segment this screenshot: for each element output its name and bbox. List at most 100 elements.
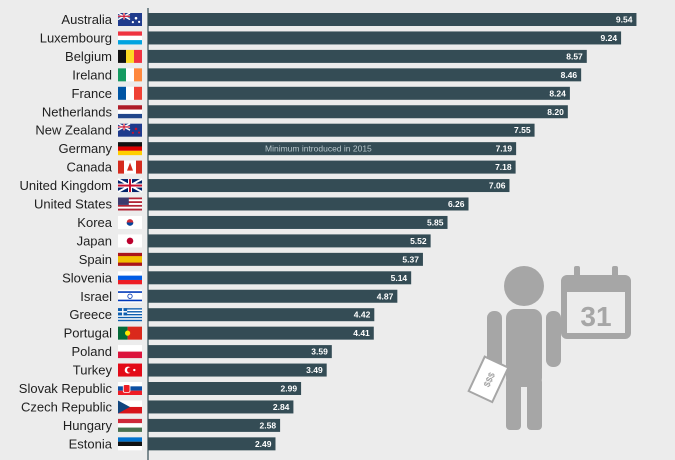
- data-label: 5.52: [410, 236, 427, 246]
- bar: [148, 160, 516, 174]
- category-label: United Kingdom: [20, 178, 113, 193]
- bar-annotation: Minimum introduced in 2015: [265, 144, 372, 154]
- bar: [148, 105, 568, 119]
- data-label: 7.19: [496, 144, 513, 154]
- chart-row: Belgium 8.57: [65, 49, 587, 64]
- bar: [148, 49, 587, 63]
- category-label: Belgium: [65, 49, 112, 64]
- bar: [148, 418, 281, 432]
- chart-row: Ireland 8.46: [72, 67, 582, 82]
- chart-row: Slovenia 5.14: [62, 270, 412, 285]
- category-label: Slovenia: [62, 270, 113, 285]
- data-label: 4.42: [354, 310, 371, 320]
- flag-icon: [118, 289, 142, 303]
- category-label: New Zealand: [35, 123, 112, 138]
- data-label: 2.58: [260, 420, 277, 430]
- chart-row: United Kingdom 7.06: [20, 178, 510, 193]
- bar: [148, 179, 510, 193]
- bar: [148, 400, 294, 414]
- chart-row: Spain 5.37: [79, 252, 423, 267]
- flag-icon: [118, 86, 142, 100]
- category-label: Slovak Republic: [19, 381, 113, 396]
- category-label: Ireland: [72, 67, 112, 82]
- chart-row: Slovak Republic 2.99: [19, 381, 302, 396]
- data-label: 9.54: [616, 15, 633, 25]
- bar: [148, 13, 637, 26]
- chart-row: Canada 7.18: [66, 160, 516, 175]
- data-label: 7.06: [489, 181, 506, 191]
- chart-row: France 8.24: [72, 86, 570, 101]
- bar: [148, 252, 423, 266]
- chart-row: Korea 5.85: [77, 215, 448, 230]
- paycheck-icon: [467, 355, 510, 404]
- data-label: 3.59: [311, 347, 328, 357]
- flag-icon: [118, 437, 142, 451]
- bar: [148, 382, 302, 395]
- category-label: Estonia: [69, 436, 113, 451]
- bar: [148, 289, 398, 303]
- chart-row: Portugal 4.41: [64, 326, 374, 341]
- data-label: 8.57: [566, 51, 583, 61]
- category-label: Turkey: [73, 363, 113, 378]
- data-label: 8.24: [549, 88, 566, 98]
- flag-icon: [118, 105, 142, 119]
- bar: [148, 68, 582, 82]
- category-label: Japan: [77, 233, 112, 248]
- flag-icon: [118, 197, 142, 211]
- data-label: 6.26: [448, 199, 465, 209]
- flag-icon: [117, 12, 142, 26]
- flag-icon: [118, 363, 142, 377]
- bar: [148, 271, 412, 285]
- flag-icon: [118, 49, 142, 63]
- bar: [148, 31, 622, 45]
- bar: [148, 345, 332, 359]
- category-label: Poland: [72, 344, 112, 359]
- data-label: 5.85: [427, 217, 444, 227]
- calendar-icon: 31: [561, 266, 631, 339]
- chart-row: Greece 4.42: [69, 307, 375, 322]
- flag-icon: [117, 123, 142, 137]
- category-label: Portugal: [64, 326, 113, 341]
- flag-icon: [118, 252, 142, 266]
- chart-row: Germany 7.19: [59, 141, 517, 156]
- data-label: 2.84: [273, 402, 290, 412]
- data-label: 2.49: [255, 439, 272, 449]
- flag-icon: [118, 326, 142, 340]
- flag-icon: [118, 68, 142, 82]
- data-label: 3.49: [306, 365, 323, 375]
- category-label: Germany: [59, 141, 113, 156]
- chart-row: Hungary 2.58: [63, 418, 281, 433]
- flag-icon: [118, 31, 142, 45]
- bar: [148, 215, 448, 229]
- flag-icon: [118, 271, 142, 285]
- chart-row: Luxembourg 9.24: [40, 30, 622, 45]
- data-label: 4.87: [377, 291, 394, 301]
- flag-icon: [118, 142, 142, 156]
- flag-icon: [118, 308, 142, 322]
- category-label: Australia: [61, 12, 112, 27]
- category-label: United States: [34, 197, 113, 212]
- data-label: 7.18: [495, 162, 512, 172]
- data-label: 9.24: [601, 33, 618, 43]
- chart-row: New Zealand 7.55: [35, 123, 535, 138]
- flag-icon: [118, 382, 142, 395]
- category-label: Czech Republic: [21, 399, 113, 414]
- data-label: 4.41: [353, 328, 370, 338]
- category-label: Israel: [80, 289, 112, 304]
- person-with-paycheck-icon: $$$: [467, 266, 561, 430]
- bar: [148, 326, 374, 340]
- category-label: Korea: [77, 215, 112, 230]
- data-label: 7.55: [514, 125, 531, 135]
- bar: [148, 308, 375, 322]
- data-label: 5.37: [402, 254, 419, 264]
- chart-row: Estonia 2.49: [69, 436, 276, 451]
- chart-row: Japan 5.52: [77, 233, 431, 248]
- category-label: Luxembourg: [40, 30, 112, 45]
- chart-row: Poland 3.59: [72, 344, 332, 359]
- flag-icon: [118, 400, 142, 414]
- flag-icon: [118, 418, 142, 432]
- category-label: Canada: [66, 160, 112, 175]
- bar: [148, 197, 469, 211]
- flag-icon: [118, 234, 142, 248]
- category-label: Netherlands: [42, 104, 113, 119]
